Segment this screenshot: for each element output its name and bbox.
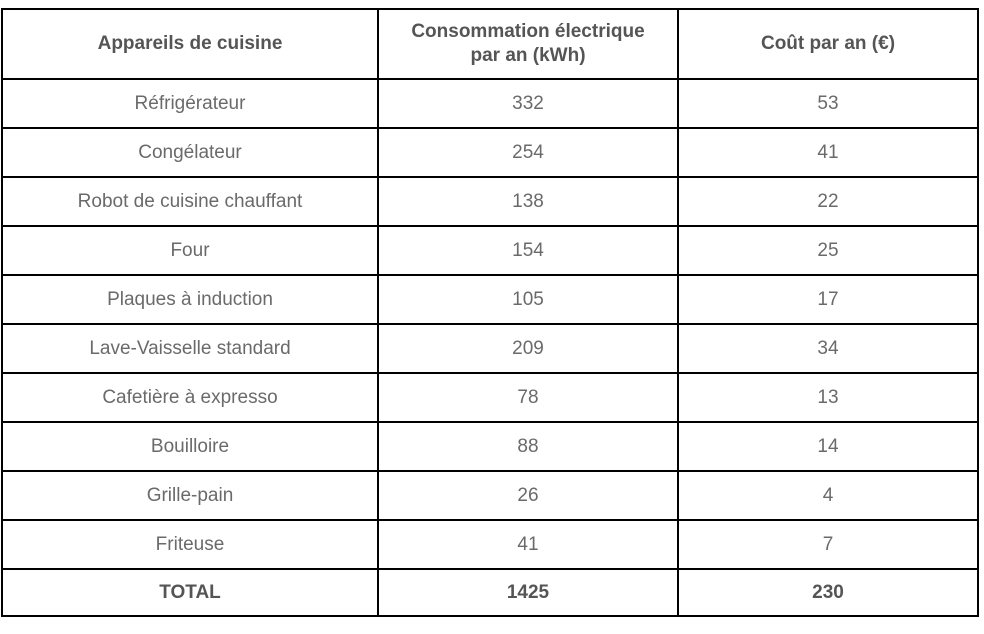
kwh-cell: 78 <box>377 372 679 423</box>
column-header-kwh: Consommation électrique par an (kWh) <box>377 8 679 80</box>
appliance-cell: Four <box>1 225 379 276</box>
cost-cell: 53 <box>677 78 979 129</box>
kwh-cell: 41 <box>377 519 679 570</box>
table-header: Appareils de cuisine Consommation électr… <box>1 8 979 80</box>
appliance-cell: Plaques à induction <box>1 274 379 325</box>
table-row: Réfrigérateur 332 53 <box>1 78 979 129</box>
cost-cell: 14 <box>677 421 979 472</box>
table-row: Plaques à induction 105 17 <box>1 274 979 325</box>
cost-cell: 22 <box>677 176 979 227</box>
appliance-cell: Bouilloire <box>1 421 379 472</box>
column-header-appliance: Appareils de cuisine <box>1 8 379 80</box>
kwh-cell: 138 <box>377 176 679 227</box>
kwh-cell: 105 <box>377 274 679 325</box>
table-row: Four 154 25 <box>1 225 979 276</box>
table-footer: TOTAL 1425 230 <box>1 568 979 617</box>
cost-cell: 17 <box>677 274 979 325</box>
table-row: Robot de cuisine chauffant 138 22 <box>1 176 979 227</box>
kwh-cell: 254 <box>377 127 679 178</box>
header-row: Appareils de cuisine Consommation électr… <box>1 8 979 80</box>
table-row: Bouilloire 88 14 <box>1 421 979 472</box>
total-row: TOTAL 1425 230 <box>1 568 979 617</box>
table-row: Cafetière à expresso 78 13 <box>1 372 979 423</box>
total-label-cell: TOTAL <box>1 568 379 617</box>
table-body: Réfrigérateur 332 53 Congélateur 254 41 Robot … <box>1 78 979 570</box>
column-header-cost: Coût par an (€) <box>677 8 979 80</box>
cost-cell: 4 <box>677 470 979 521</box>
appliance-cell: Congélateur <box>1 127 379 178</box>
kwh-cell: 26 <box>377 470 679 521</box>
table-row: Friteuse 41 7 <box>1 519 979 570</box>
appliance-cell: Réfrigérateur <box>1 78 379 129</box>
column-header-kwh-line2: par an (kWh) <box>470 45 586 66</box>
appliance-cell: Friteuse <box>1 519 379 570</box>
cost-cell: 25 <box>677 225 979 276</box>
kwh-cell: 88 <box>377 421 679 472</box>
table-row: Lave-Vaisselle standard 209 34 <box>1 323 979 374</box>
appliance-cell: Lave-Vaisselle standard <box>1 323 379 374</box>
total-cost-cell: 230 <box>677 568 979 617</box>
kwh-cell: 332 <box>377 78 679 129</box>
column-header-kwh-line1: Consommation électrique <box>411 21 645 43</box>
table-row: Grille-pain 26 4 <box>1 470 979 521</box>
appliance-cell: Cafetière à expresso <box>1 372 379 423</box>
appliance-cell: Grille-pain <box>1 470 379 521</box>
appliance-cell: Robot de cuisine chauffant <box>1 176 379 227</box>
kwh-cell: 154 <box>377 225 679 276</box>
kwh-cell: 209 <box>377 323 679 374</box>
cost-cell: 41 <box>677 127 979 178</box>
cost-cell: 34 <box>677 323 979 374</box>
table-row: Congélateur 254 41 <box>1 127 979 178</box>
cost-cell: 13 <box>677 372 979 423</box>
appliance-consumption-table: Appareils de cuisine Consommation électr… <box>1 8 979 617</box>
cost-cell: 7 <box>677 519 979 570</box>
total-kwh-cell: 1425 <box>377 568 679 617</box>
